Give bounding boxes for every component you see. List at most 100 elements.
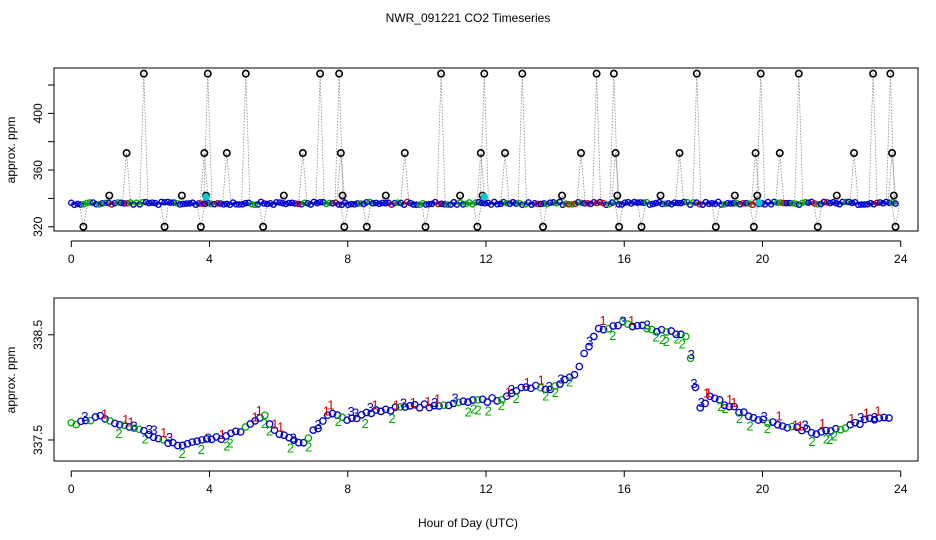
bottom-series-digit: 1 <box>848 411 855 426</box>
bottom-data-point <box>391 403 400 412</box>
top-baseline-point <box>839 198 846 206</box>
top-baseline-point <box>198 200 206 207</box>
bottom-data-point <box>178 441 187 450</box>
top-outlier-connector <box>798 73 804 204</box>
bottom-series-digit: 1 <box>776 408 783 423</box>
top-outlier-point <box>749 222 758 231</box>
top-outlier-point <box>298 149 307 158</box>
top-outlier-connector <box>436 73 442 204</box>
top-baseline-point <box>145 199 153 207</box>
bottom-data-point <box>323 411 332 420</box>
top-baseline-point <box>565 200 573 208</box>
top-baseline-point <box>581 200 588 207</box>
bottom-data-point <box>439 401 448 410</box>
top-baseline-point <box>282 200 290 208</box>
bottom-series-digit: 2 <box>142 431 149 446</box>
top-baseline-point <box>792 200 800 208</box>
top-baseline-point <box>742 199 750 207</box>
top-baseline-point <box>624 198 632 206</box>
top-outlier-connector <box>887 153 893 204</box>
bottom-data-point <box>628 322 637 331</box>
top-baseline-point <box>671 199 678 206</box>
bottom-data-point <box>739 408 748 417</box>
top-outlier-connector <box>126 153 132 204</box>
top-baseline-point <box>584 199 591 207</box>
bottom-data-point <box>589 332 598 341</box>
top-baseline-point <box>372 199 380 207</box>
top-baseline-point <box>568 201 576 208</box>
bottom-data-point <box>198 436 206 444</box>
top-outlier-point <box>362 222 371 231</box>
bottom-data-point <box>202 435 211 443</box>
top-outlier-point <box>79 222 88 231</box>
bottom-data-point <box>110 419 119 428</box>
top-baseline-point <box>478 199 486 207</box>
top-baseline-point <box>596 198 604 206</box>
top-baseline-point <box>736 201 744 208</box>
bottom-series-digit: 3 <box>146 422 153 437</box>
top-baseline-point <box>777 199 784 206</box>
top-baseline-point <box>590 199 598 206</box>
top-baseline-point <box>301 199 308 207</box>
top-baseline-point <box>232 200 240 208</box>
bottom-series-digit: 1 <box>160 425 167 440</box>
top-baseline-point <box>123 199 131 207</box>
top-outlier-point <box>139 69 148 78</box>
top-baseline-point <box>718 201 725 208</box>
top-outlier-connector <box>160 203 165 227</box>
top-baseline-point <box>848 199 856 207</box>
top-baseline-point <box>615 201 623 208</box>
bottom-series-digit: 2 <box>659 332 666 347</box>
top-baseline-point <box>114 199 122 206</box>
top-baseline-point <box>562 200 570 207</box>
top-baseline-point <box>559 201 567 209</box>
bottom-data-point <box>81 416 90 425</box>
bottom-data-point <box>275 430 284 439</box>
bottom-data-point <box>522 383 530 391</box>
bottom-data-point <box>449 399 458 408</box>
bottom-data-point <box>386 407 395 415</box>
top-outlier-connector <box>751 153 756 204</box>
top-x-tick-label: 16 <box>618 252 632 266</box>
bottom-data-point <box>193 437 201 446</box>
top-outlier-point <box>437 69 446 78</box>
bottom-data-point <box>764 419 772 428</box>
bottom-data-point <box>67 418 76 427</box>
bottom-data-point <box>188 438 197 446</box>
top-baseline-point <box>366 198 374 206</box>
bottom-data-point <box>406 402 414 410</box>
bottom-data-point <box>773 420 782 429</box>
top-outlier-connector <box>611 153 616 204</box>
top-outlier-connector <box>674 153 680 204</box>
top-outlier-point <box>196 222 205 231</box>
top-baseline-point <box>721 201 728 208</box>
top-outlier-connector <box>779 153 785 204</box>
top-outlier-point <box>336 149 345 158</box>
bottom-data-point <box>570 370 579 379</box>
top-outlier-point <box>421 222 430 231</box>
top-baseline-point <box>503 199 511 207</box>
top-outlier-connector <box>813 203 819 227</box>
top-outlier-point <box>259 222 268 231</box>
top-outlier-point <box>891 222 900 231</box>
top-baseline-point <box>99 199 106 207</box>
bottom-series-digit: 3 <box>802 417 809 432</box>
top-outlier-point <box>122 149 131 158</box>
top-baseline-point <box>537 200 545 208</box>
bottom-series-digit: 3 <box>452 390 459 405</box>
top-baseline-point <box>77 201 84 208</box>
bottom-data-point <box>594 324 603 333</box>
top-baseline-point <box>391 199 399 207</box>
bottom-series-digit: 3 <box>431 395 438 410</box>
top-outlier-point <box>637 222 646 231</box>
top-outlier-point <box>613 191 622 200</box>
bottom-data-point <box>870 415 879 424</box>
top-baseline-point <box>248 201 255 208</box>
top-baseline-point <box>593 199 601 207</box>
bottom-series-digit: 3 <box>644 318 651 333</box>
bottom-data-point <box>885 414 893 422</box>
top-baseline-point <box>724 199 731 207</box>
bottom-series-digit: 1 <box>323 403 330 418</box>
top-baseline-point <box>235 201 243 208</box>
